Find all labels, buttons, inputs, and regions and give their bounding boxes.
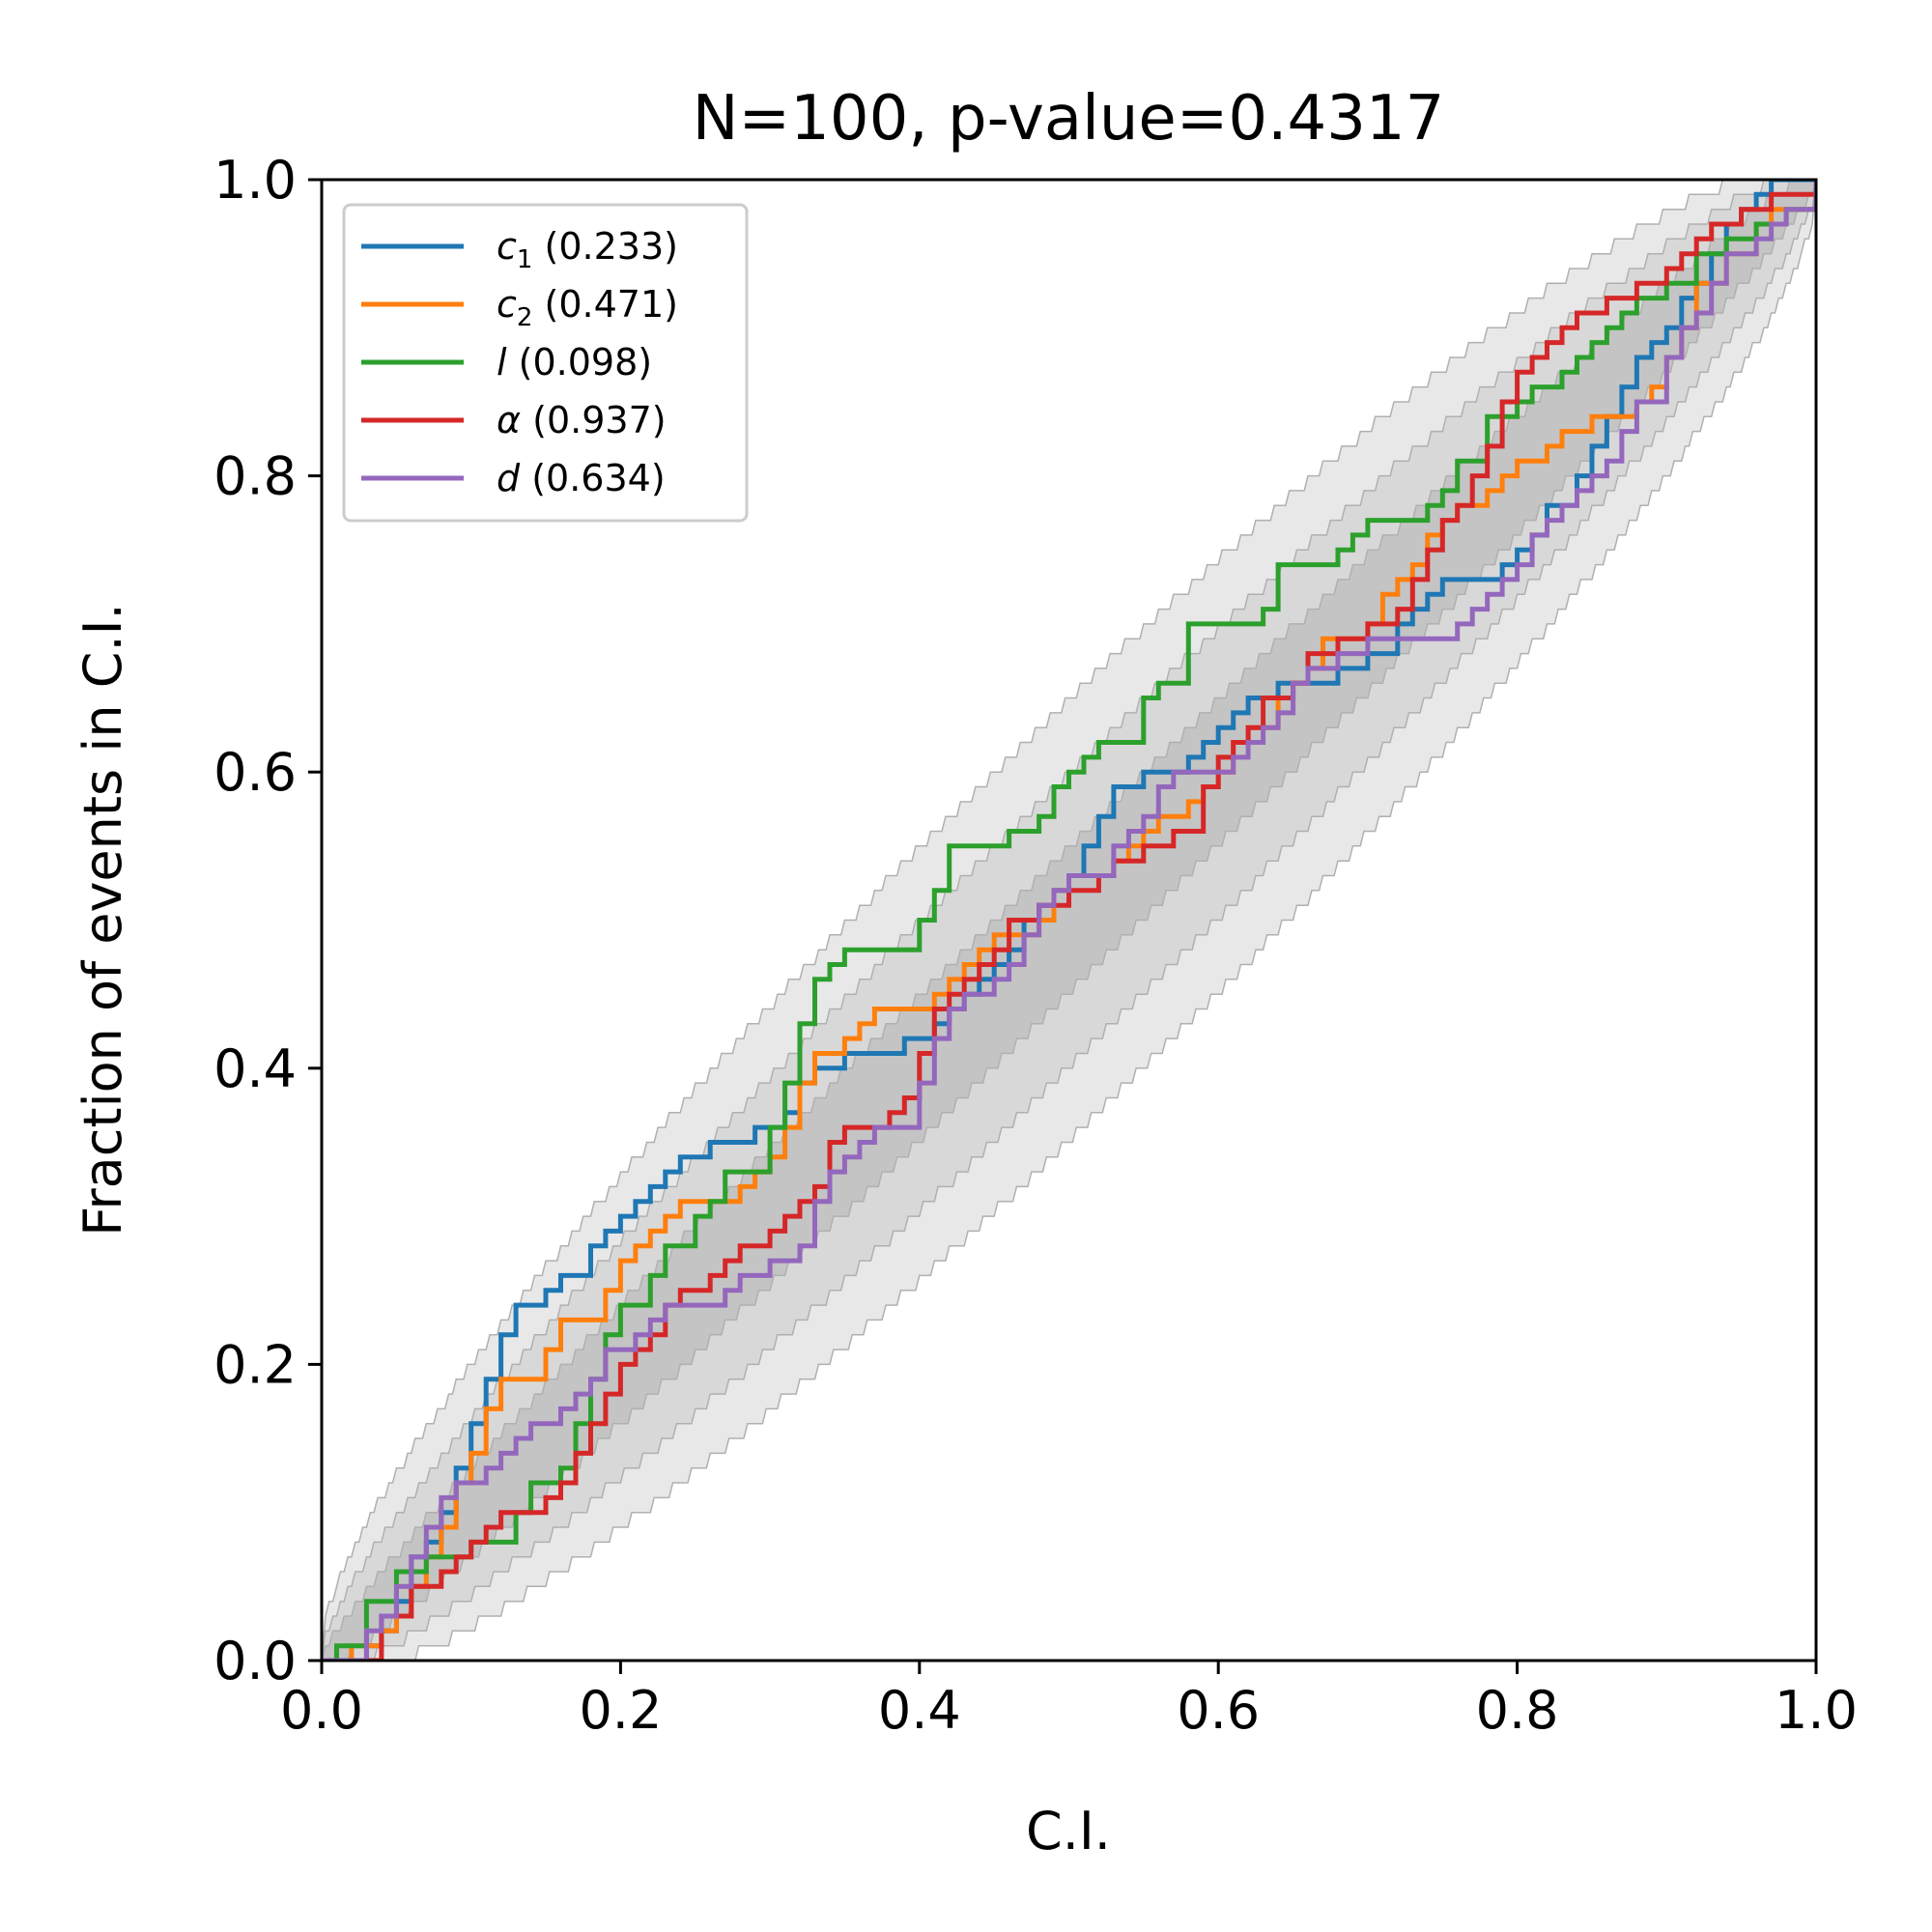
legend-pvalue: (0.233) [532,225,678,268]
y-tick-label: 0.2 [213,1334,297,1395]
legend-frame [342,203,749,523]
x-tick-label: 1.0 [1775,1680,1858,1741]
y-tick-label: 0.0 [213,1631,297,1691]
y-axis-label: Fraction of events in C.I. [72,603,133,1236]
legend-entry-5: d (0.634) [497,457,666,499]
y-tick-label: 0.6 [213,742,297,803]
y-axis-ticks: 0.0 0.2 0.4 0.6 0.8 1.0 [213,150,322,1691]
legend-subscript: 1 [517,245,533,274]
plot-frame [320,178,1818,1662]
legend-pvalue: (0.471) [532,283,678,326]
x-tick-label: 0.0 [280,1680,363,1741]
legend-pvalue: (0.937) [521,399,667,441]
legend-symbol: l [497,341,507,384]
x-axis-label: C.I. [1026,1801,1111,1861]
legend-entry-2: c2 (0.471) [497,283,678,332]
legend-symbol: α [497,399,521,441]
chart-title: N=100, p-value=0.4317 [693,83,1445,155]
legend-subscript: 2 [517,303,533,332]
x-tick-label: 0.8 [1476,1680,1559,1741]
legend-entry-3: l (0.098) [497,341,652,384]
x-tick-label: 0.2 [579,1680,662,1741]
series-line-4 [322,180,1816,1661]
legend: c1 (0.233)c2 (0.471)l (0.098)α (0.937)d … [342,203,749,523]
legend-pvalue: (0.634) [520,457,666,499]
y-tick-label: 0.8 [213,446,297,507]
series-line-5 [322,180,1816,1661]
y-tick-label: 1.0 [213,150,297,211]
series-lines [322,180,1816,1661]
legend-symbol: c [497,225,517,268]
x-tick-label: 0.4 [878,1680,961,1741]
legend-entry-1: c1 (0.233) [497,225,678,274]
legend-pvalue: (0.098) [507,341,653,384]
x-tick-label: 0.6 [1177,1680,1260,1741]
y-tick-label: 0.4 [213,1038,297,1099]
legend-entry-4: α (0.937) [497,399,667,441]
x-axis-ticks: 0.0 0.2 0.4 0.6 0.8 1.0 [280,1661,1858,1741]
legend-symbol: d [497,457,521,499]
legend-symbol: c [497,283,517,326]
